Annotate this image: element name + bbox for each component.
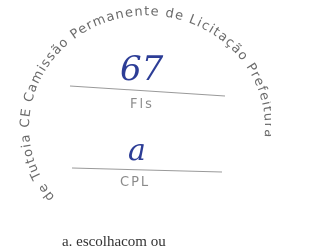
page-number: 67	[120, 49, 164, 89]
office-label: CPL	[120, 175, 150, 190]
initial: a	[128, 133, 146, 168]
stamp-page: de Tutoia CE Camissão Permanente de Lici…	[0, 0, 271, 250]
footer-text: a. escolhacom ou	[62, 234, 166, 250]
page-label: Fls	[130, 97, 154, 112]
signature-line	[72, 168, 222, 172]
